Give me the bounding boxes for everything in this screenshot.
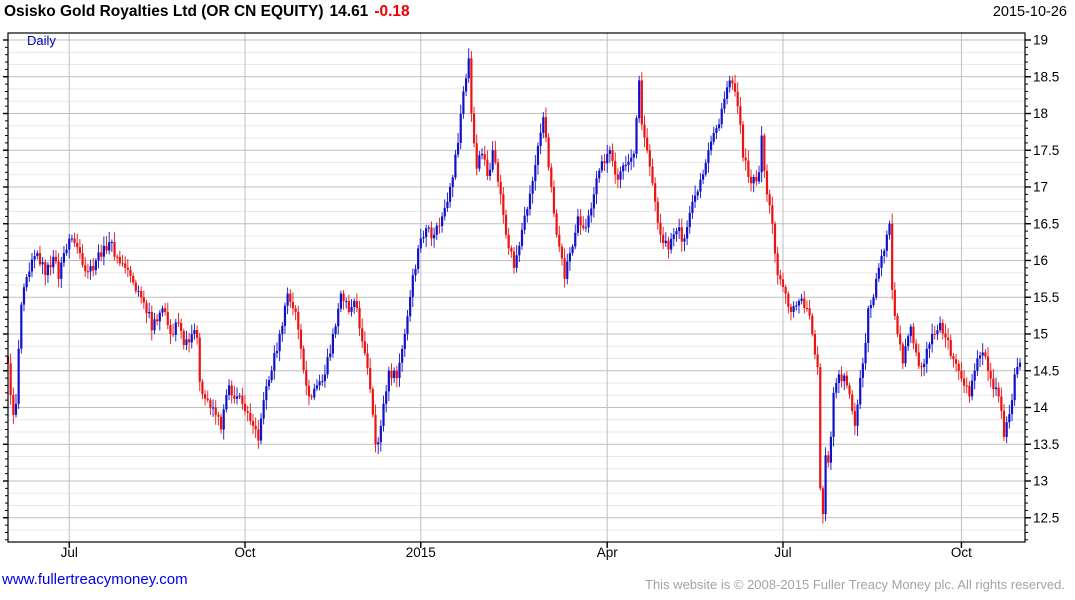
svg-text:14.5: 14.5 xyxy=(1033,363,1059,378)
last-price: 14.61 xyxy=(329,3,369,20)
instrument-name: Osisko Gold Royalties Ltd (OR CN EQUITY) xyxy=(4,3,324,20)
svg-text:Jul: Jul xyxy=(774,545,791,560)
svg-text:17.5: 17.5 xyxy=(1033,143,1059,158)
svg-text:13.5: 13.5 xyxy=(1033,437,1059,452)
chart-date: 2015-10-26 xyxy=(992,4,1067,20)
svg-text:Apr: Apr xyxy=(597,545,619,560)
svg-text:2015: 2015 xyxy=(406,545,436,560)
copyright-text: This website is © 2008-2015 Fuller Treac… xyxy=(645,577,1065,592)
svg-text:15: 15 xyxy=(1033,327,1048,342)
svg-text:Jul: Jul xyxy=(61,545,78,560)
svg-text:Oct: Oct xyxy=(951,545,972,560)
svg-text:15.5: 15.5 xyxy=(1033,290,1059,305)
website-link[interactable]: www.fullertreacymoney.com xyxy=(2,571,188,588)
price-change: -0.18 xyxy=(374,3,410,20)
svg-text:12.5: 12.5 xyxy=(1033,510,1059,525)
frequency-label: Daily xyxy=(27,33,56,48)
svg-text:Oct: Oct xyxy=(235,545,256,560)
svg-text:16.5: 16.5 xyxy=(1033,216,1059,231)
svg-text:18: 18 xyxy=(1033,106,1048,121)
chart-axes: 12.5 13 13.5 14 14.5 15 15.5 16 16.5 17 17.5 18 18.5… xyxy=(3,32,1059,560)
svg-text:16: 16 xyxy=(1033,253,1048,268)
svg-text:18.5: 18.5 xyxy=(1033,69,1059,84)
instrument-title: Osisko Gold Royalties Ltd (OR CN EQUITY)… xyxy=(4,3,410,21)
svg-text:19: 19 xyxy=(1033,33,1048,48)
svg-text:17: 17 xyxy=(1033,180,1048,195)
candlestick-series xyxy=(6,48,1022,524)
svg-text:14: 14 xyxy=(1033,400,1049,415)
svg-text:13: 13 xyxy=(1033,474,1048,489)
